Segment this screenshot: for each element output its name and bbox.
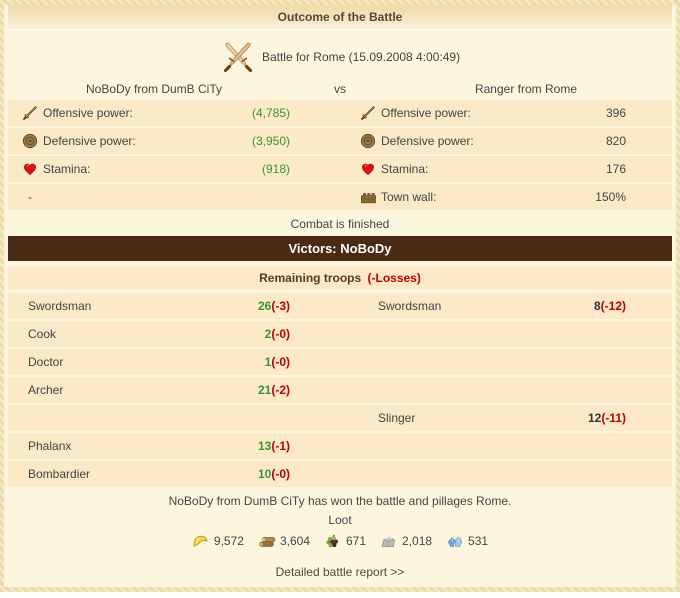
crystal-icon xyxy=(446,534,464,548)
gold-icon xyxy=(192,534,210,548)
marble-icon xyxy=(380,534,398,548)
stat-value: 396 xyxy=(605,106,626,120)
troop-name: Archer xyxy=(28,383,64,397)
combatants-row: NoBoDy from DumB CiTy vs Ranger from Rom… xyxy=(8,78,672,100)
troop-loss: (-3) xyxy=(271,299,290,313)
heart-icon xyxy=(22,161,38,177)
stat-value: (4,785) xyxy=(251,106,290,120)
stats-row-defensive: Defensive power: (3,950) Defensive power… xyxy=(8,128,672,154)
troop-count: 8 xyxy=(593,299,601,313)
troop-count: 12 xyxy=(587,411,602,425)
wine-icon xyxy=(324,534,342,548)
battle-report-panel: Outcome of the Battle Battle for Rome (1… xyxy=(4,5,676,587)
stat-label: Offensive power: xyxy=(43,106,133,120)
stat-value: (918) xyxy=(261,162,290,176)
stats-row-stamina: Stamina: (918) Stamina: 176 xyxy=(8,156,672,182)
stat-label: Town wall: xyxy=(381,190,437,204)
stat-value: 176 xyxy=(605,162,626,176)
loot-item-gold: 9,572 xyxy=(192,534,244,548)
loot-value: 9,572 xyxy=(213,534,244,548)
stat-label: Stamina: xyxy=(381,162,429,176)
defender-name: Ranger from Rome xyxy=(474,82,578,96)
troop-loss: (-0) xyxy=(271,327,290,341)
wood-icon xyxy=(258,534,276,548)
troop-loss: (-12) xyxy=(600,299,626,313)
troop-name: Bombardier xyxy=(28,467,91,481)
losses-label: (-Losses) xyxy=(367,271,421,285)
sword-icon xyxy=(360,105,376,121)
stat-label: Offensive power: xyxy=(381,106,471,120)
detailed-battle-report-link[interactable]: Detailed battle report >> xyxy=(275,565,405,579)
remaining-troops-header: Remaining troops (-Losses) xyxy=(8,267,672,289)
loot-value: 531 xyxy=(468,534,489,548)
troop-count: 10 xyxy=(257,467,272,481)
troops-row: Bombardier 10(-0) xyxy=(8,461,672,487)
troops-row: Doctor 1(-0) xyxy=(8,349,672,375)
battle-heading: Battle for Rome (15.09.2008 4:00:49) xyxy=(8,42,672,72)
loot-row: 9,572 3,604 671 2,018 531 xyxy=(8,531,672,551)
page-title: Outcome of the Battle xyxy=(8,5,672,30)
battle-title: Battle for Rome (15.09.2008 4:00:49) xyxy=(261,50,461,64)
loot-item-marble: 2,018 xyxy=(380,534,432,548)
troop-loss: (-0) xyxy=(271,355,290,369)
troop-name: Swordsman xyxy=(28,299,92,313)
crossed-swords-icon xyxy=(220,41,256,73)
troop-loss: (-1) xyxy=(271,439,290,453)
troops-row: Swordsman 26(-3) Swordsman 8(-12) xyxy=(8,293,672,319)
stat-label: Defensive power: xyxy=(43,134,136,148)
victors-banner: Victors: NoBoDy xyxy=(8,236,672,261)
troops-row: Slinger 12(-11) xyxy=(8,405,672,431)
troops-row: Archer 21(-2) xyxy=(8,377,672,403)
troops-row: Cook 2(-0) xyxy=(8,321,672,347)
troop-count: 21 xyxy=(257,383,272,397)
report-link-row: Detailed battle report >> xyxy=(8,565,672,579)
remaining-troops-label: Remaining troops xyxy=(259,271,362,285)
loot-item-wine: 671 xyxy=(324,534,366,548)
troop-loss: (-0) xyxy=(271,467,290,481)
loot-value: 3,604 xyxy=(279,534,310,548)
combat-status: Combat is finished xyxy=(290,217,390,231)
loot-value: 671 xyxy=(345,534,367,548)
stats-row-town-wall: - Town wall: 150% xyxy=(8,184,672,210)
troop-name: Doctor xyxy=(28,355,64,369)
loot-title: Loot xyxy=(328,513,352,527)
loot-item-wood: 3,604 xyxy=(258,534,310,548)
loot-item-crystal: 531 xyxy=(446,534,488,548)
troop-loss: (-2) xyxy=(271,383,290,397)
shield-icon xyxy=(22,133,38,149)
shield-icon xyxy=(360,133,376,149)
troop-count: 1 xyxy=(264,355,272,369)
stat-value: 820 xyxy=(605,134,626,148)
stat-value: (3,950) xyxy=(251,134,290,148)
heart-icon xyxy=(360,161,376,177)
troop-name: Slinger xyxy=(378,411,416,425)
troop-name: Swordsman xyxy=(378,299,442,313)
troops-row: Phalanx 13(-1) xyxy=(8,433,672,459)
stats-row-offensive: Offensive power: (4,785) Offensive power… xyxy=(8,100,672,126)
troop-count: 2 xyxy=(264,327,272,341)
loot-value: 2,018 xyxy=(402,534,433,548)
troop-name: Phalanx xyxy=(28,439,72,453)
stat-label: - xyxy=(28,190,32,204)
sword-icon xyxy=(22,105,38,121)
troop-count: 13 xyxy=(257,439,272,453)
stat-value: 150% xyxy=(595,190,626,204)
vs-label: vs xyxy=(334,82,346,96)
stat-label: Defensive power: xyxy=(381,134,474,148)
stat-label: Stamina: xyxy=(43,162,91,176)
battle-result-message: NoBoDy from DumB CiTy has won the battle… xyxy=(168,494,512,508)
troop-name: Cook xyxy=(28,327,57,341)
town-wall-icon xyxy=(360,189,376,205)
troop-loss: (-11) xyxy=(601,411,626,425)
attacker-name: NoBoDy from DumB CiTy xyxy=(85,82,223,96)
troop-count: 26 xyxy=(257,299,272,313)
